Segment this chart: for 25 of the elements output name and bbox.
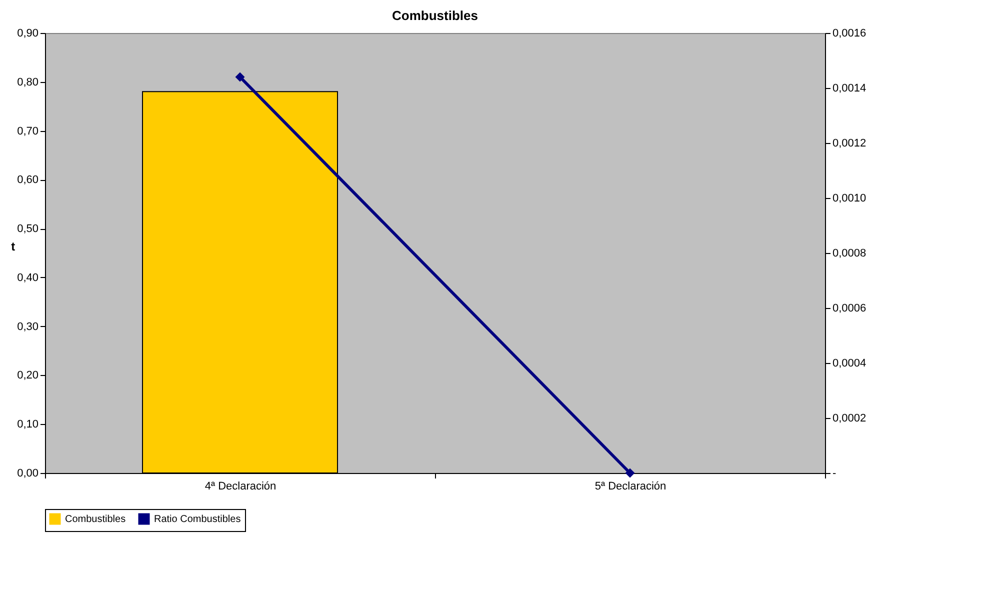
y-tick-label: 0,30 <box>17 320 38 333</box>
y2-tick-label: 0,0006 <box>832 302 866 314</box>
y-tick-label: 0,60 <box>17 174 38 186</box>
y-tick-label: 0,90 <box>17 28 38 40</box>
y-tick-label: 0,80 <box>17 76 38 88</box>
y-tick-label: 0,40 <box>17 272 38 284</box>
y2-tick-label: - <box>832 468 836 480</box>
y2-tick-label: 0,0002 <box>832 412 866 424</box>
y-tick-label: 0,50 <box>17 223 38 236</box>
y-tick-label: 0,00 <box>17 468 38 480</box>
legend-label: Ratio Combustibles <box>154 514 241 525</box>
chart-title: Combustibles <box>392 8 478 23</box>
y-tick-label: 0,10 <box>17 418 38 431</box>
y-axis-title: t <box>11 240 16 254</box>
legend-label: Combustibles <box>65 514 126 525</box>
y-tick-label: 0,70 <box>17 125 38 138</box>
y2-tick-label: 0,0016 <box>832 28 866 40</box>
y2-tick-label: 0,0008 <box>832 248 866 260</box>
x-tick-label: 4ª Declaración <box>204 480 276 492</box>
y2-tick-label: 0,0012 <box>832 138 866 150</box>
y-tick-label: 0,20 <box>17 370 38 382</box>
y2-tick-label: 0,0010 <box>832 192 866 204</box>
x-tick-label: 5ª Declaración <box>594 480 666 492</box>
y2-tick-label: 0,0004 <box>832 358 866 370</box>
y2-tick-label: 0,0014 <box>832 82 866 94</box>
